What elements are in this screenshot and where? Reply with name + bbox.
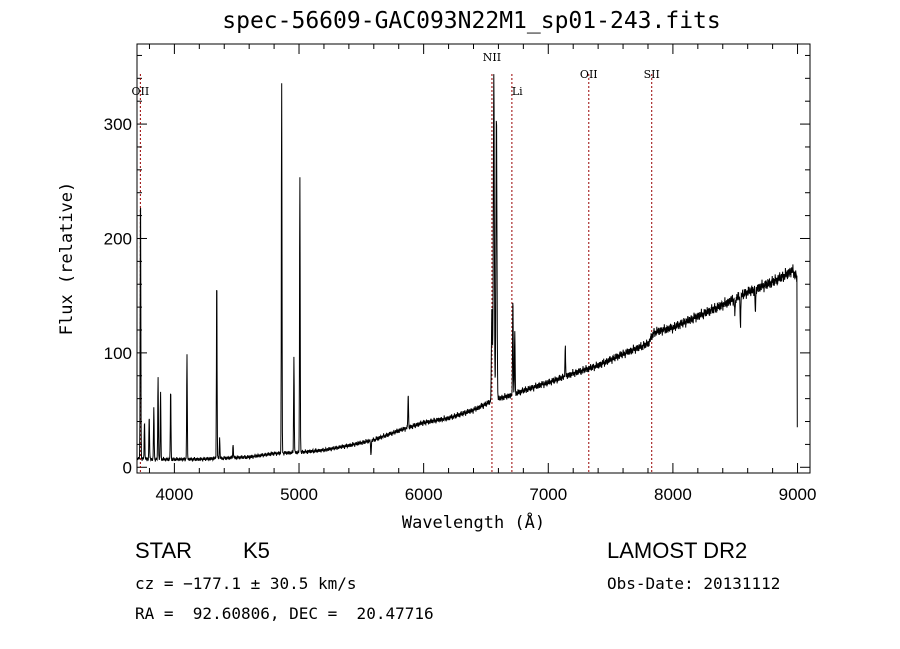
line-marker-label: OII xyxy=(132,85,150,98)
y-tick-label: 200 xyxy=(104,229,132,248)
x-tick-label: 6000 xyxy=(405,485,443,504)
line-marker-label: SII xyxy=(644,68,660,81)
x-tick-label: 8000 xyxy=(654,485,692,504)
line-marker-label: Li xyxy=(512,85,523,98)
subclass-label: K5 xyxy=(243,538,270,563)
x-tick-label: 5000 xyxy=(280,485,318,504)
redshift-text: cz = −177.1 ± 30.5 km/s xyxy=(135,574,357,593)
coordinates-text: RA = 92.60806, DEC = 20.47716 xyxy=(135,604,434,623)
spectrum-series xyxy=(137,74,798,463)
y-tick-label: 0 xyxy=(123,458,132,477)
class-label: STAR xyxy=(135,538,193,563)
x-axis-label: Wavelength (Å) xyxy=(402,511,545,533)
y-tick-label: 100 xyxy=(104,344,132,363)
survey-label: LAMOST DR2 xyxy=(607,538,748,563)
obs-date-text: Obs-Date: 20131112 xyxy=(607,574,781,593)
chart-title: spec-56609-GAC093N22M1_sp01-243.fits xyxy=(222,8,721,34)
x-tick-label: 4000 xyxy=(155,485,193,504)
line-marker-label: NII xyxy=(483,51,501,64)
y-tick-label: 300 xyxy=(104,115,132,134)
y-axis-label: Flux (relative) xyxy=(57,182,77,336)
x-tick-label: 9000 xyxy=(779,485,817,504)
line-marker-label: OII xyxy=(580,68,598,81)
x-tick-label: 7000 xyxy=(529,485,567,504)
